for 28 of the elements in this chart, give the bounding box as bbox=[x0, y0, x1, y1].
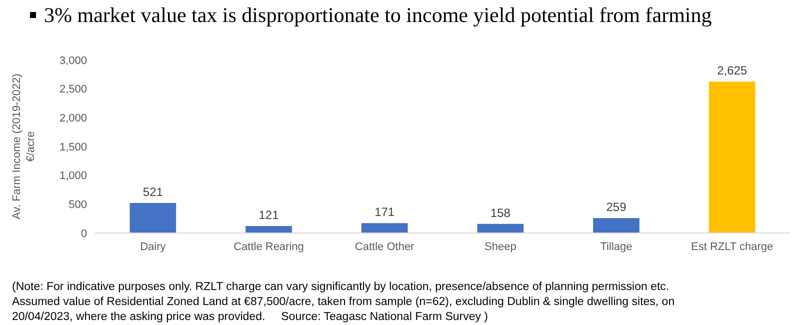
x-tick-label: Cattle Rearing bbox=[234, 241, 304, 253]
data-label: 521 bbox=[142, 184, 164, 199]
y-tick-label: 1,000 bbox=[59, 170, 87, 182]
data-label: 2,625 bbox=[717, 64, 748, 78]
bar bbox=[593, 218, 640, 233]
y-tick-label: 2,000 bbox=[59, 112, 87, 125]
x-tick-label: Est RZLT charge bbox=[691, 241, 774, 253]
x-tick-label: Tillage bbox=[600, 241, 632, 253]
data-label: 259 bbox=[606, 200, 627, 214]
x-tick-label: Dairy bbox=[140, 241, 166, 253]
x-tick-label: Cattle Other bbox=[354, 241, 415, 253]
data-label: 171 bbox=[374, 205, 395, 220]
text: (Note: For indicative purposes only. RZLT charge can vary significantly by location, presence/absence of planning permission etc. Assumed value of Residential Zoned Land at €87,500/acre, taken from sample (n=62), excluding Dublin & single dwelling sites, on 20/04/2023, where the asking price was provided. Source: Teagasc National Farm Survey ) bbox=[12, 281, 675, 323]
y-tick-label: 500 bbox=[68, 199, 87, 212]
y-tick-label: 0 bbox=[80, 228, 87, 240]
bar bbox=[477, 224, 524, 233]
y-tick-label: 1,500 bbox=[59, 141, 87, 154]
bar bbox=[246, 226, 292, 233]
bar bbox=[708, 82, 756, 233]
y-tick-label: 3,000 bbox=[59, 54, 87, 67]
data-label: 158 bbox=[490, 206, 511, 220]
chart-title: 3% market value tax is disproportionate to income yield potential from farming bbox=[44, 3, 712, 27]
bar bbox=[361, 223, 408, 233]
x-tick-label: Sheep bbox=[484, 241, 516, 253]
y-tick-label: 2,500 bbox=[59, 84, 87, 96]
y-axis-title: Av. Farm Income (2019-2022) €/acre bbox=[11, 74, 37, 220]
bar bbox=[130, 202, 176, 233]
data-label: 121 bbox=[258, 208, 280, 222]
